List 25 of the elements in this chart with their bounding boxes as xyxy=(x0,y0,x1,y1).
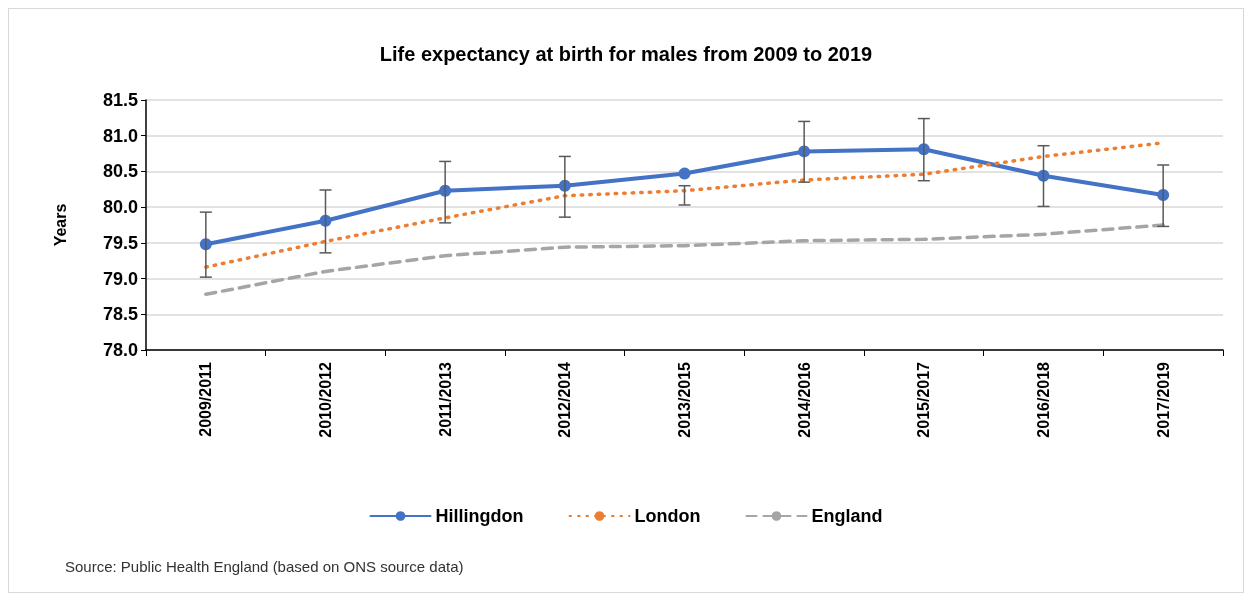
point xyxy=(678,167,691,180)
legend-label: London xyxy=(634,506,701,526)
y-tick-label: 81.0 xyxy=(102,125,138,146)
x-tick-label: 2010/2012 xyxy=(317,361,334,438)
x-tick-label: 2011/2013 xyxy=(436,361,454,437)
legend-label: Hillingdon xyxy=(435,506,524,526)
y-tick-label: 78.0 xyxy=(102,340,138,360)
x-tick-label: 2016/2018 xyxy=(1035,361,1052,438)
x-tick-label: 2013/2015 xyxy=(676,361,693,438)
x-tick-label: 2012/2014 xyxy=(556,361,574,438)
y-tick-label: 79.5 xyxy=(102,232,138,253)
line-series xyxy=(204,223,1165,297)
source-note: Source: Public Health England (based on ONS source data) xyxy=(65,558,464,575)
y-tick-label: 81.5 xyxy=(102,90,138,110)
y-tick-label: 80.0 xyxy=(102,197,138,218)
y-tick-label: 80.5 xyxy=(102,161,138,182)
y-tick-label: 78.5 xyxy=(102,304,138,325)
x-tick-label: 2017/2019 xyxy=(1154,361,1172,438)
y-tick-label: 79.0 xyxy=(102,268,138,289)
x-tick-label: 2009/2011 xyxy=(197,361,215,437)
y-axis-title: Years xyxy=(51,203,69,247)
x-tick-label: 2015/2017 xyxy=(915,361,933,438)
legend-label: England xyxy=(811,506,883,526)
chart-title: Life expectancy at birth for males from 2009 to 2019 xyxy=(379,43,873,65)
x-tick-label: 2014/2016 xyxy=(795,361,813,438)
